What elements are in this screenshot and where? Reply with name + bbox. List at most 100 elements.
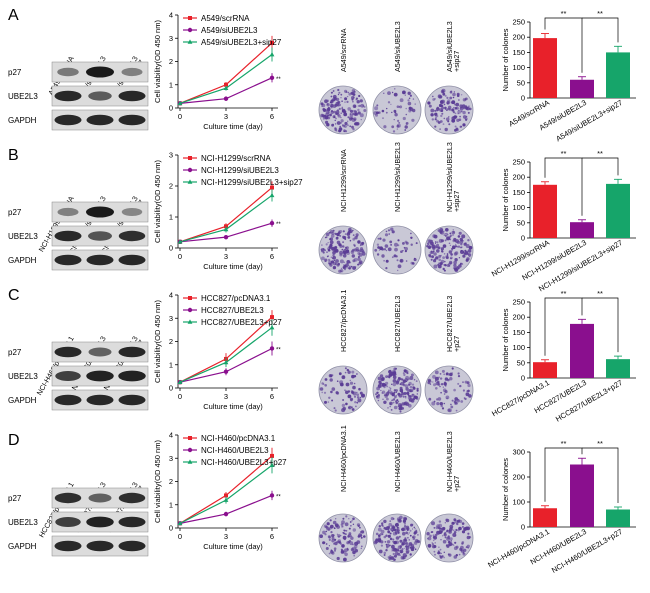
colony-dot [448,123,451,126]
colony-dot [387,375,389,378]
colony-dot [452,229,454,231]
colony-dot [410,543,415,548]
colony-dot [439,120,443,123]
colony-dot [350,535,353,537]
colony-dot [444,94,447,97]
colony-dot [349,109,354,113]
colony-dot [348,406,350,409]
colony-dot [432,375,436,379]
line-x-tick-label: 3 [224,112,228,121]
colony-dot [394,558,396,561]
colony-dot [434,370,439,375]
colony-dot [450,90,453,93]
legend-label: NCI-H460/pcDNA3.1 [201,434,276,443]
colony-dot [344,552,348,557]
colony-dot [456,94,460,97]
colony-dot [330,110,334,115]
line-y-tick-label: 3 [169,151,173,160]
colony-dot [411,393,414,396]
colony-dot [332,551,334,553]
legend-marker [188,16,192,20]
line-x-tick-label: 0 [178,252,182,261]
significance-label: ** [597,439,603,448]
line-y-tick-label: 2 [169,337,173,346]
colony-dot [387,525,391,529]
colony-dot [402,90,406,95]
colony-dot [449,377,453,381]
colony-dot [390,244,392,246]
colony-dot [408,545,411,547]
colony-dot [379,382,382,385]
colony-dot [394,395,397,399]
colony-dot [344,121,348,126]
colony-dot [453,555,458,559]
colony-dot [430,113,434,117]
blot-row-label: GAPDH [8,256,37,265]
colony-dot [403,402,407,406]
bar [533,508,557,527]
colony-dot [444,377,449,381]
colony-dot [464,97,468,101]
colony-dot [339,234,342,237]
colony-dot [452,239,456,243]
significance-label: ** [597,9,603,18]
colony-dot [455,243,457,246]
colony-dot [465,106,468,109]
colony-dot [392,540,395,543]
colony-dot [453,260,457,265]
colony-dot [336,525,340,529]
colony-dot [410,236,413,239]
colony-dot [341,526,343,528]
colony-dot [385,267,388,270]
colony-dot [432,246,436,250]
colony-dot [342,241,344,244]
colony-dot [388,370,392,374]
colony-dot [355,97,358,100]
colony-dot [434,112,438,117]
colony-dot [431,118,434,121]
colony-dot [466,535,471,540]
colony-dot [411,523,414,526]
colony-dot [452,111,455,114]
colony-dot [453,388,456,392]
colony-dot [356,373,358,375]
colony-dot [438,376,440,379]
colony-dot [357,256,360,258]
colony-dot [453,518,457,522]
colony-dot [446,103,449,105]
colony-dot [337,262,341,266]
colony-dot [444,106,447,110]
colony-dot [455,128,459,132]
colony-dot [343,124,347,128]
colony-dot [397,239,400,242]
colony-dot [325,120,329,124]
colony-dot [331,399,334,402]
colony-dot [448,542,452,547]
colony-dot [458,519,463,524]
colony-dot [426,532,430,536]
colony-dot [342,230,345,233]
colony-dot [389,405,392,408]
colony-dot [322,115,325,118]
colony-dot [399,554,401,557]
colony-dot [455,116,458,118]
colony-dot [351,125,354,129]
colony-dot [351,547,355,551]
blot-band [121,208,143,216]
bar-y-label: Number of colones [501,28,510,91]
colony-dot [344,101,346,103]
legend-marker [187,39,193,44]
colony-dot [444,233,446,235]
colony-dot [384,233,389,237]
legend-marker [187,459,193,464]
colony-dot [439,230,444,234]
colony-dot [451,247,454,251]
colony-dot [453,400,457,404]
colony-dot [457,245,461,248]
colony-dot [459,384,462,388]
colony-dot [461,525,464,528]
colony-dot [433,400,436,403]
line-y-tick-label: 1 [169,213,173,222]
colony-dot [461,541,465,544]
colony-dot [357,257,361,261]
